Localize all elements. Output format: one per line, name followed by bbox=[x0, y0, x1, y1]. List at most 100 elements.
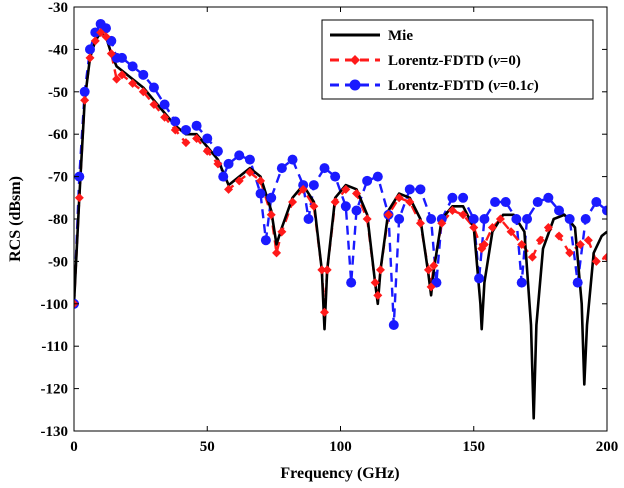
data-point-fdtd-v01c bbox=[116, 52, 127, 63]
data-point-fdtd-v0 bbox=[181, 138, 191, 148]
data-point-fdtd-v01c bbox=[100, 23, 111, 34]
y-tick-label: -70 bbox=[48, 170, 68, 186]
data-point-fdtd-v0 bbox=[112, 74, 122, 84]
data-point-fdtd-v0 bbox=[415, 218, 425, 228]
x-tick-label: 200 bbox=[596, 439, 619, 455]
data-point-fdtd-v0 bbox=[90, 36, 100, 46]
data-point-fdtd-v01c bbox=[500, 197, 511, 208]
data-point-fdtd-v01c bbox=[212, 146, 223, 157]
data-point-fdtd-v0 bbox=[527, 252, 537, 262]
data-point-fdtd-v0 bbox=[106, 49, 116, 59]
data-point-fdtd-v01c bbox=[580, 214, 591, 224]
x-axis-label: Frequency (GHz) bbox=[280, 465, 399, 482]
data-point-fdtd-v01c bbox=[303, 214, 314, 224]
data-point-fdtd-v01c bbox=[388, 320, 399, 330]
data-point-fdtd-v0 bbox=[101, 32, 111, 42]
data-point-fdtd-v01c bbox=[554, 205, 565, 216]
data-point-fdtd-v01c bbox=[564, 214, 575, 224]
y-tick-label: -110 bbox=[41, 339, 68, 355]
data-point-fdtd-v01c bbox=[191, 120, 202, 131]
y-tick-label: -90 bbox=[48, 254, 68, 270]
data-point-fdtd-v0 bbox=[330, 197, 340, 207]
data-point-fdtd-v0 bbox=[583, 235, 593, 245]
y-tick-label: -40 bbox=[48, 42, 68, 58]
data-point-fdtd-v0 bbox=[487, 222, 497, 232]
data-point-fdtd-v01c bbox=[148, 82, 159, 93]
data-point-fdtd-v0 bbox=[362, 214, 372, 224]
y-axis-label: RCS (dBsm) bbox=[7, 176, 24, 262]
data-point-fdtd-v0 bbox=[437, 218, 447, 228]
data-point-fdtd-v0 bbox=[447, 206, 457, 216]
data-point-fdtd-v01c bbox=[255, 188, 266, 199]
legend: Mie Lorentz-FDTD (v=0) Lorentz-FDTD (v=0… bbox=[321, 19, 594, 100]
data-point-fdtd-v0 bbox=[479, 239, 489, 249]
data-point-fdtd-v0 bbox=[170, 125, 180, 135]
data-point-fdtd-v01c bbox=[319, 163, 330, 174]
data-point-fdtd-v01c bbox=[79, 86, 90, 97]
data-point-fdtd-v01c bbox=[346, 277, 357, 288]
data-point-fdtd-v0 bbox=[341, 184, 351, 194]
legend-mie-label: Mie bbox=[388, 28, 413, 44]
data-point-fdtd-v01c bbox=[468, 214, 479, 224]
data-point-fdtd-v01c bbox=[458, 192, 469, 203]
data-point-fdtd-v01c bbox=[362, 175, 373, 186]
data-point-fdtd-v0 bbox=[74, 193, 84, 203]
data-point-fdtd-v01c bbox=[127, 61, 138, 72]
legend-fdtd-v0-label: Lorentz-FDTD (v=0) bbox=[388, 53, 521, 69]
x-tick-label: 100 bbox=[329, 439, 352, 455]
data-point-fdtd-v0 bbox=[405, 197, 415, 207]
data-point-fdtd-v0 bbox=[256, 176, 266, 186]
data-point-fdtd-v0 bbox=[575, 239, 585, 249]
data-point-fdtd-v01c bbox=[394, 214, 405, 224]
data-point-fdtd-v0 bbox=[288, 197, 298, 207]
y-tick-label: -30 bbox=[48, 0, 68, 16]
data-point-fdtd-v01c bbox=[330, 171, 341, 182]
data-point-fdtd-v0 bbox=[192, 133, 202, 143]
data-point-fdtd-v0 bbox=[224, 184, 234, 194]
legend-fdtd-v01c-label: Lorentz-FDTD (v=0.1c) bbox=[388, 78, 539, 94]
data-point-fdtd-v01c bbox=[260, 235, 271, 246]
data-point-fdtd-v0 bbox=[149, 100, 159, 110]
x-tick-label: 150 bbox=[463, 439, 486, 455]
data-point-fdtd-v01c bbox=[276, 163, 287, 174]
data-point-fdtd-v0 bbox=[96, 27, 106, 37]
data-point-fdtd-v01c bbox=[234, 150, 245, 161]
data-point-fdtd-v0 bbox=[383, 210, 393, 220]
data-point-fdtd-v0 bbox=[469, 222, 479, 232]
data-point-fdtd-v01c bbox=[90, 27, 101, 38]
data-point-fdtd-v01c bbox=[340, 201, 351, 212]
series-line-0 bbox=[74, 31, 607, 420]
data-point-fdtd-v01c bbox=[479, 214, 490, 224]
data-point-fdtd-v0 bbox=[245, 167, 255, 177]
data-point-fdtd-v0 bbox=[423, 265, 433, 275]
x-tick-label: 0 bbox=[70, 439, 78, 455]
data-point-fdtd-v01c bbox=[170, 116, 181, 127]
data-point-fdtd-v01c bbox=[511, 214, 522, 224]
data-point-fdtd-v01c bbox=[426, 214, 437, 224]
data-point-fdtd-v01c bbox=[351, 205, 362, 216]
data-point-fdtd-v01c bbox=[404, 184, 415, 195]
data-point-fdtd-v0 bbox=[298, 184, 308, 194]
legend-fdtd-v0-marker bbox=[350, 55, 360, 65]
data-point-fdtd-v01c bbox=[447, 192, 458, 203]
data-point-fdtd-v01c bbox=[591, 197, 602, 208]
data-point-fdtd-v0 bbox=[117, 70, 127, 80]
plot-area bbox=[74, 18, 607, 420]
data-point-fdtd-v0 bbox=[565, 248, 575, 258]
axis-ticks: 0 50 100 150 200 -130 -120 -110 -100 -90 -80 -70 -60… bbox=[41, 0, 619, 455]
data-point-fdtd-v0 bbox=[602, 252, 607, 262]
data-point-fdtd-v0 bbox=[370, 278, 380, 288]
data-point-fdtd-v0 bbox=[234, 176, 244, 186]
data-point-fdtd-v0 bbox=[128, 78, 138, 88]
data-point-fdtd-v01c bbox=[516, 277, 527, 288]
data-point-fdtd-v0 bbox=[317, 265, 327, 275]
data-point-fdtd-v0 bbox=[85, 53, 95, 63]
y-tick-label: -60 bbox=[48, 127, 68, 143]
data-point-fdtd-v01c bbox=[223, 158, 234, 169]
data-point-fdtd-v01c bbox=[287, 154, 298, 165]
data-point-fdtd-v01c bbox=[490, 197, 501, 208]
data-point-fdtd-v01c bbox=[372, 171, 383, 182]
data-point-fdtd-v0 bbox=[458, 210, 468, 220]
data-point-fdtd-v01c bbox=[180, 124, 191, 135]
